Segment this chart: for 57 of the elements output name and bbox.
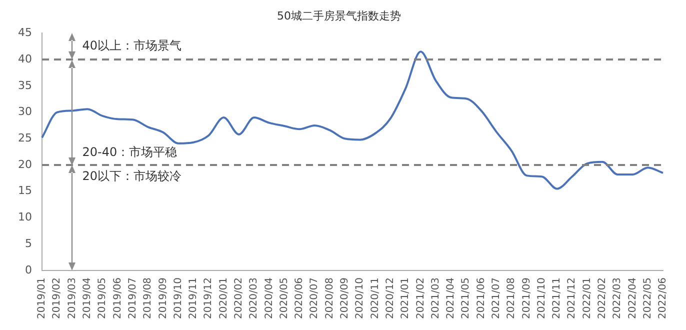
x-tick-label: 2019/02 bbox=[52, 277, 63, 320]
y-tick-label: 45 bbox=[18, 26, 32, 40]
x-tick-label: 2020/02 bbox=[233, 277, 244, 320]
x-tick-label: 2021/10 bbox=[536, 277, 548, 320]
x-tick-label: 2021/03 bbox=[430, 277, 442, 320]
x-tick-label: 2019/04 bbox=[82, 277, 94, 320]
x-tick-label: 2019/06 bbox=[112, 277, 124, 320]
x-tick-label: 2022/06 bbox=[658, 277, 669, 320]
x-tick-label: 2020/04 bbox=[264, 277, 275, 320]
y-tick-label: 35 bbox=[18, 78, 32, 92]
x-tick-label: 2021/06 bbox=[476, 277, 487, 320]
x-tick-label: 2020/12 bbox=[384, 277, 396, 320]
annotation: 40以上：市场景气 bbox=[82, 38, 182, 53]
x-tick-label: 2021/08 bbox=[506, 277, 518, 320]
annotation: 20以下：市场较冷 bbox=[82, 169, 182, 184]
x-tick-label: 2022/01 bbox=[582, 277, 593, 320]
x-tick-label: 2022/04 bbox=[627, 277, 638, 320]
x-tick-label: 2019/11 bbox=[188, 277, 200, 320]
x-tick-label: 2021/02 bbox=[415, 277, 426, 320]
x-tick-label: 2021/07 bbox=[490, 277, 502, 320]
x-tick-label: 2021/01 bbox=[400, 277, 412, 320]
y-tick-label: 15 bbox=[18, 184, 32, 198]
y-tick-label: 20 bbox=[18, 158, 32, 171]
y-tick-label: 10 bbox=[18, 210, 32, 224]
x-tick-label: 2020/05 bbox=[278, 277, 290, 320]
x-tick-label: 2021/05 bbox=[460, 277, 472, 320]
x-tick-label: 2021/09 bbox=[521, 277, 532, 320]
x-tick-label: 2020/08 bbox=[324, 277, 336, 320]
y-tick-label: 5 bbox=[24, 236, 32, 250]
x-tick-label: 2022/05 bbox=[642, 277, 654, 320]
y-tick-label: 40 bbox=[18, 52, 32, 66]
y-tick-label: 25 bbox=[18, 132, 32, 145]
x-tick-label: 2021/04 bbox=[446, 277, 457, 320]
x-tick-label: 2022/03 bbox=[612, 277, 624, 320]
x-tick-label: 2021/11 bbox=[552, 277, 563, 320]
y-tick-label: 30 bbox=[18, 105, 32, 118]
x-tick-label: 2020/11 bbox=[370, 277, 381, 320]
x-tick-label: 2020/07 bbox=[309, 277, 320, 320]
x-tick-label: 2019/09 bbox=[158, 277, 169, 320]
x-tick-label: 2022/02 bbox=[597, 277, 608, 320]
x-tick-label: 2020/01 bbox=[218, 277, 230, 320]
x-tick-label: 2020/03 bbox=[248, 277, 260, 320]
chart-title: 50城二手房景气指数走势 bbox=[277, 9, 401, 22]
x-tick-label: 2019/10 bbox=[172, 277, 184, 320]
x-tick-label: 2019/05 bbox=[97, 277, 108, 320]
x-tick-label: 2019/01 bbox=[36, 277, 48, 320]
x-tick-label: 2020/10 bbox=[354, 277, 366, 320]
x-tick-label: 2019/08 bbox=[142, 277, 154, 320]
line-series bbox=[40, 50, 664, 190]
x-tick-label: 2019/07 bbox=[127, 277, 138, 320]
annotation: 20-40：市场平稳 bbox=[82, 145, 178, 160]
x-tick-label: 2019/12 bbox=[203, 277, 214, 320]
x-tick-label: 2021/12 bbox=[566, 277, 578, 320]
x-tick-label: 2020/06 bbox=[294, 277, 306, 320]
y-tick-label: 0 bbox=[24, 263, 32, 276]
x-tick-label: 2020/09 bbox=[340, 277, 351, 320]
x-tick-label: 2019/03 bbox=[66, 277, 78, 320]
